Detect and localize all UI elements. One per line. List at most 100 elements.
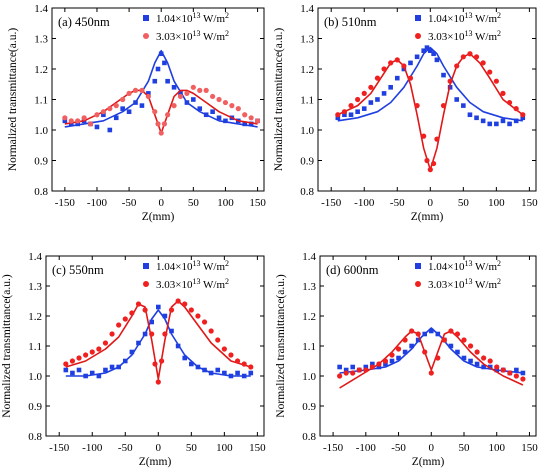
y-tick-label: 1.4 bbox=[28, 251, 42, 263]
legend-marker-circle bbox=[143, 33, 149, 39]
data-point-circle bbox=[168, 307, 175, 313]
data-point-square bbox=[178, 91, 183, 96]
fit-curve-series-2 bbox=[65, 300, 252, 380]
data-point-circle bbox=[234, 358, 241, 364]
y-tick-label: 1.0 bbox=[34, 125, 48, 137]
data-point-circle bbox=[435, 355, 441, 361]
y-tick-label: 1.2 bbox=[34, 64, 48, 76]
y-tick-label: 0.9 bbox=[300, 156, 314, 168]
data-point-circle bbox=[215, 337, 221, 343]
data-point-circle bbox=[135, 301, 142, 307]
data-point-circle bbox=[467, 51, 473, 57]
y-tick-label: 1.4 bbox=[34, 3, 48, 15]
data-point-circle bbox=[113, 103, 119, 109]
data-point-circle bbox=[381, 66, 387, 72]
data-point-square bbox=[89, 370, 95, 376]
data-point-circle bbox=[341, 109, 348, 115]
data-point-circle bbox=[460, 54, 466, 60]
x-tick-label: 50 bbox=[186, 442, 198, 454]
y-tick-label: 1.1 bbox=[34, 95, 48, 107]
data-point-square bbox=[235, 370, 240, 376]
y-axis-label: Normalized transmittance(a.u.) bbox=[273, 28, 285, 172]
data-point-square bbox=[342, 112, 347, 118]
data-point-circle bbox=[409, 328, 415, 334]
data-point-square bbox=[396, 355, 401, 361]
data-point-circle bbox=[83, 352, 89, 358]
x-tick-label: 50 bbox=[459, 442, 471, 454]
x-tick-label: -150 bbox=[323, 442, 344, 454]
data-point-circle bbox=[374, 75, 381, 81]
data-point-circle bbox=[402, 337, 408, 343]
data-point-square bbox=[415, 337, 421, 343]
fit-curve-series-1 bbox=[65, 309, 251, 377]
fit-curve-series-2 bbox=[337, 52, 524, 171]
y-tick-label: 1.0 bbox=[302, 371, 316, 383]
data-point-square bbox=[467, 112, 473, 118]
data-point-circle bbox=[407, 75, 414, 81]
x-tick-label: 150 bbox=[249, 442, 266, 454]
data-point-square bbox=[363, 364, 369, 370]
data-point-square bbox=[109, 364, 115, 370]
data-point-square bbox=[248, 121, 254, 127]
data-point-circle bbox=[487, 69, 493, 75]
data-point-circle bbox=[487, 358, 493, 364]
data-point-square bbox=[454, 97, 460, 102]
data-point-circle bbox=[68, 118, 74, 124]
legend-marker-square bbox=[143, 263, 149, 269]
data-point-square bbox=[388, 85, 393, 90]
data-point-circle bbox=[513, 373, 519, 379]
data-point-square bbox=[520, 115, 526, 121]
legend-label: 3.03×1013 W/m2 bbox=[156, 277, 229, 291]
data-point-circle bbox=[388, 60, 394, 66]
data-point-square bbox=[409, 343, 414, 349]
y-tick-label: 1.2 bbox=[300, 64, 314, 76]
data-point-circle bbox=[441, 337, 447, 343]
data-point-square bbox=[76, 367, 82, 373]
data-point-circle bbox=[431, 160, 437, 167]
data-point-circle bbox=[149, 331, 155, 337]
data-point-square bbox=[402, 349, 408, 355]
data-point-square bbox=[208, 370, 214, 376]
data-point-square bbox=[155, 66, 161, 72]
data-point-circle bbox=[107, 106, 113, 112]
data-point-circle bbox=[454, 63, 460, 69]
data-point-circle bbox=[355, 96, 361, 103]
data-point-circle bbox=[500, 367, 506, 373]
data-point-circle bbox=[361, 90, 367, 96]
panel-title: (b) 510nm bbox=[324, 15, 377, 29]
x-tick-label: -100 bbox=[356, 442, 377, 454]
data-point-circle bbox=[171, 103, 177, 109]
y-tick-label: 1.1 bbox=[300, 95, 314, 107]
data-point-square bbox=[122, 358, 128, 364]
x-tick-label: -50 bbox=[122, 197, 137, 209]
data-point-circle bbox=[201, 319, 208, 325]
data-point-circle bbox=[208, 328, 214, 334]
data-point-circle bbox=[480, 60, 486, 66]
data-point-square bbox=[120, 106, 125, 111]
data-point-circle bbox=[152, 361, 158, 367]
data-point-square bbox=[146, 91, 151, 96]
legend-label: 3.03×1013 W/m2 bbox=[428, 277, 501, 291]
data-point-square bbox=[520, 370, 526, 376]
data-point-circle bbox=[467, 343, 474, 349]
data-point-circle bbox=[242, 112, 248, 118]
legend-marker-circle bbox=[415, 281, 421, 287]
data-point-circle bbox=[75, 118, 81, 124]
data-point-circle bbox=[222, 99, 229, 106]
x-tick-label: -100 bbox=[87, 197, 108, 209]
data-point-circle bbox=[197, 87, 203, 93]
data-point-square bbox=[96, 373, 102, 379]
y-tick-label: 0.8 bbox=[34, 186, 48, 198]
fit-curve-series-1 bbox=[337, 46, 523, 122]
data-point-square bbox=[361, 106, 367, 111]
data-point-circle bbox=[337, 373, 343, 379]
data-point-square bbox=[461, 103, 466, 108]
fit-curve-series-2 bbox=[339, 330, 524, 389]
data-point-circle bbox=[461, 337, 467, 343]
data-point-circle bbox=[190, 84, 196, 90]
x-tick-label: 0 bbox=[156, 442, 162, 454]
y-tick-label: 1.4 bbox=[300, 3, 314, 15]
data-point-circle bbox=[63, 361, 69, 367]
data-point-square bbox=[202, 367, 207, 373]
data-point-circle bbox=[195, 313, 201, 319]
